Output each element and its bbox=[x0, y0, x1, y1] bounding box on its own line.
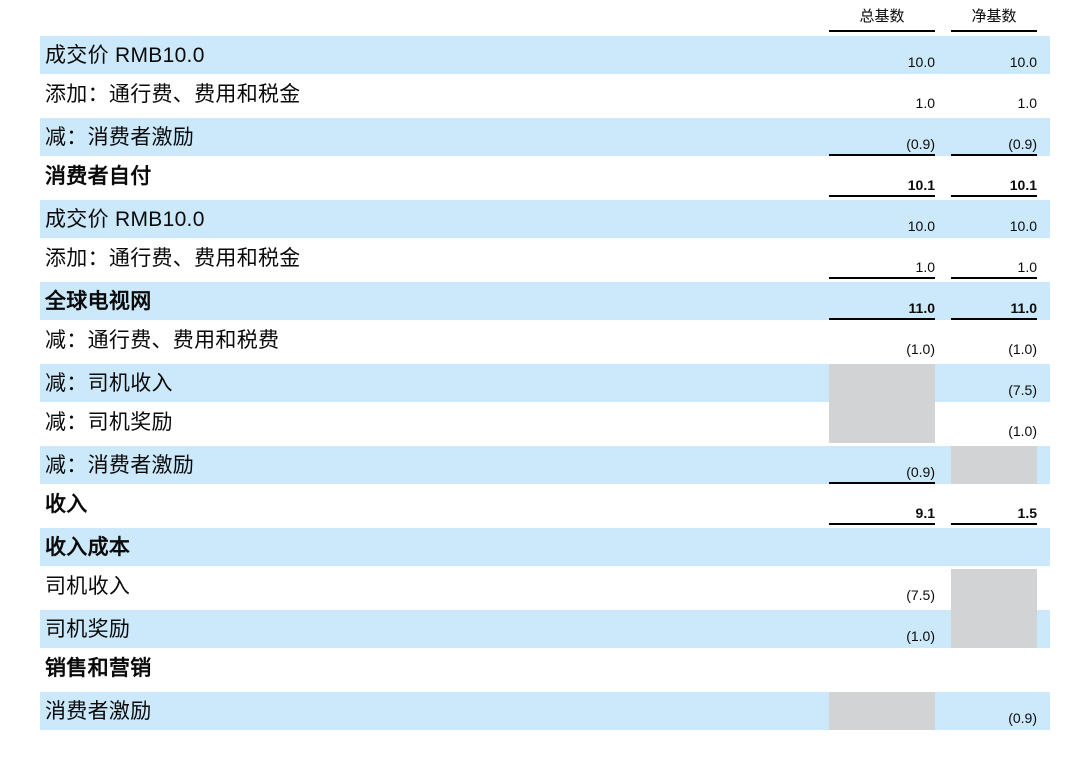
row-label: 全球电视网 bbox=[45, 289, 152, 313]
table-row: 减：司机奖励 (1.0) bbox=[40, 402, 1050, 443]
net-value-cell bbox=[951, 670, 1037, 684]
gross-value-cell: (1.0) bbox=[906, 628, 935, 644]
header-rule-net bbox=[951, 30, 1037, 32]
gross-value-cell bbox=[829, 547, 935, 561]
row-label: 消费者自付 bbox=[45, 165, 152, 188]
row-label: 添加：通行费、费用和税金 bbox=[45, 83, 301, 106]
row-label: 添加：通行费、费用和税金 bbox=[45, 247, 301, 270]
table-row: 全球电视网 11.0 11.0 bbox=[40, 279, 1050, 320]
table-row: 销售和营销 bbox=[40, 648, 1050, 689]
row-rule-gross bbox=[829, 154, 935, 156]
row-rule-net bbox=[951, 523, 1037, 525]
table-row: 减：消费者激励 (0.9) (0.9) bbox=[40, 115, 1050, 156]
row-label: 消费者激励 bbox=[45, 699, 152, 723]
row-rule-gross bbox=[829, 195, 935, 197]
table-row: 成交价 RMB10.0 10.0 10.0 bbox=[40, 33, 1050, 74]
row-label: 减：司机奖励 bbox=[45, 411, 173, 434]
gross-value-cell: (0.9) bbox=[906, 464, 935, 480]
net-value-cell: 10.0 bbox=[1009, 54, 1037, 70]
net-value-cell: 1.0 bbox=[1017, 259, 1037, 275]
row-label: 收入 bbox=[45, 493, 88, 516]
table-row: 收入 9.1 1.5 bbox=[40, 484, 1050, 525]
gross-value-cell: 11.0 bbox=[908, 300, 935, 316]
gross-value-cell: 1.0 bbox=[915, 259, 935, 275]
row-label: 减：消费者激励 bbox=[45, 125, 195, 149]
table-row: 消费者自付 10.1 10.1 bbox=[40, 156, 1050, 197]
gross-value-cell: 9.1 bbox=[915, 505, 935, 521]
row-label: 减：消费者激励 bbox=[45, 453, 195, 477]
table-row: 添加：通行费、费用和税金 1.0 1.0 bbox=[40, 238, 1050, 279]
row-label: 减：通行费、费用和税费 bbox=[45, 329, 280, 352]
table-row: 司机收入 (7.5) bbox=[40, 566, 1050, 607]
header-rule-gross bbox=[829, 30, 935, 32]
row-label: 收入成本 bbox=[45, 535, 131, 559]
net-value-cell: (0.9) bbox=[1008, 710, 1037, 726]
row-rule-net bbox=[951, 318, 1037, 320]
gross-value-cell: (7.5) bbox=[906, 587, 935, 603]
row-rule-gross bbox=[829, 523, 935, 525]
row-label: 成交价 RMB10.0 bbox=[45, 43, 205, 67]
row-rule-net bbox=[951, 277, 1037, 279]
gross-value-cell: 10.0 bbox=[907, 218, 935, 234]
gross-value-cell bbox=[829, 670, 935, 684]
masked-cell-overlay bbox=[829, 364, 935, 443]
net-value-cell: 11.0 bbox=[1010, 300, 1037, 316]
row-label: 司机收入 bbox=[45, 575, 131, 598]
row-rule-gross bbox=[829, 318, 935, 320]
row-rule-net bbox=[951, 154, 1037, 156]
masked-cell-overlay bbox=[951, 446, 1037, 484]
net-value-cell: (0.9) bbox=[1008, 136, 1037, 152]
row-label: 销售和营销 bbox=[45, 657, 152, 680]
row-label: 减：司机收入 bbox=[45, 371, 173, 395]
gross-value-cell: (0.9) bbox=[906, 136, 935, 152]
column-header-gross-basis: 总基数 bbox=[859, 8, 905, 25]
row-rule-gross bbox=[829, 277, 935, 279]
net-value-cell bbox=[951, 547, 1037, 561]
gross-value-cell: 10.0 bbox=[907, 54, 935, 70]
gross-value-cell: (1.0) bbox=[906, 341, 935, 357]
table-row: 司机奖励 (1.0) bbox=[40, 607, 1050, 648]
net-value-cell: (7.5) bbox=[1008, 382, 1037, 398]
row-rule-gross bbox=[829, 482, 935, 484]
table-row: 减：消费者激励 (0.9) bbox=[40, 443, 1050, 484]
table-row: 成交价 RMB10.0 10.0 10.0 bbox=[40, 197, 1050, 238]
column-header-net-basis: 净基数 bbox=[971, 8, 1017, 25]
gross-value-cell: 10.1 bbox=[907, 177, 935, 193]
row-label: 成交价 RMB10.0 bbox=[45, 207, 205, 231]
row-rule-net bbox=[951, 195, 1037, 197]
table-row: 添加：通行费、费用和税金 1.0 1.0 bbox=[40, 74, 1050, 115]
table-row: 减：通行费、费用和税费 (1.0) (1.0) bbox=[40, 320, 1050, 361]
net-value-cell: 10.1 bbox=[1009, 177, 1037, 193]
table-row: 收入成本 bbox=[40, 525, 1050, 566]
net-value-cell: 1.5 bbox=[1017, 505, 1037, 521]
row-label: 司机奖励 bbox=[45, 617, 131, 641]
net-value-cell: 10.0 bbox=[1009, 218, 1037, 234]
masked-cell-overlay bbox=[951, 569, 1037, 648]
net-value-cell: 1.0 bbox=[1017, 95, 1037, 111]
net-value-cell: (1.0) bbox=[1008, 341, 1037, 357]
gross-value-cell: 1.0 bbox=[915, 95, 935, 111]
net-value-cell: (1.0) bbox=[1008, 423, 1037, 439]
masked-cell-overlay bbox=[829, 692, 935, 730]
